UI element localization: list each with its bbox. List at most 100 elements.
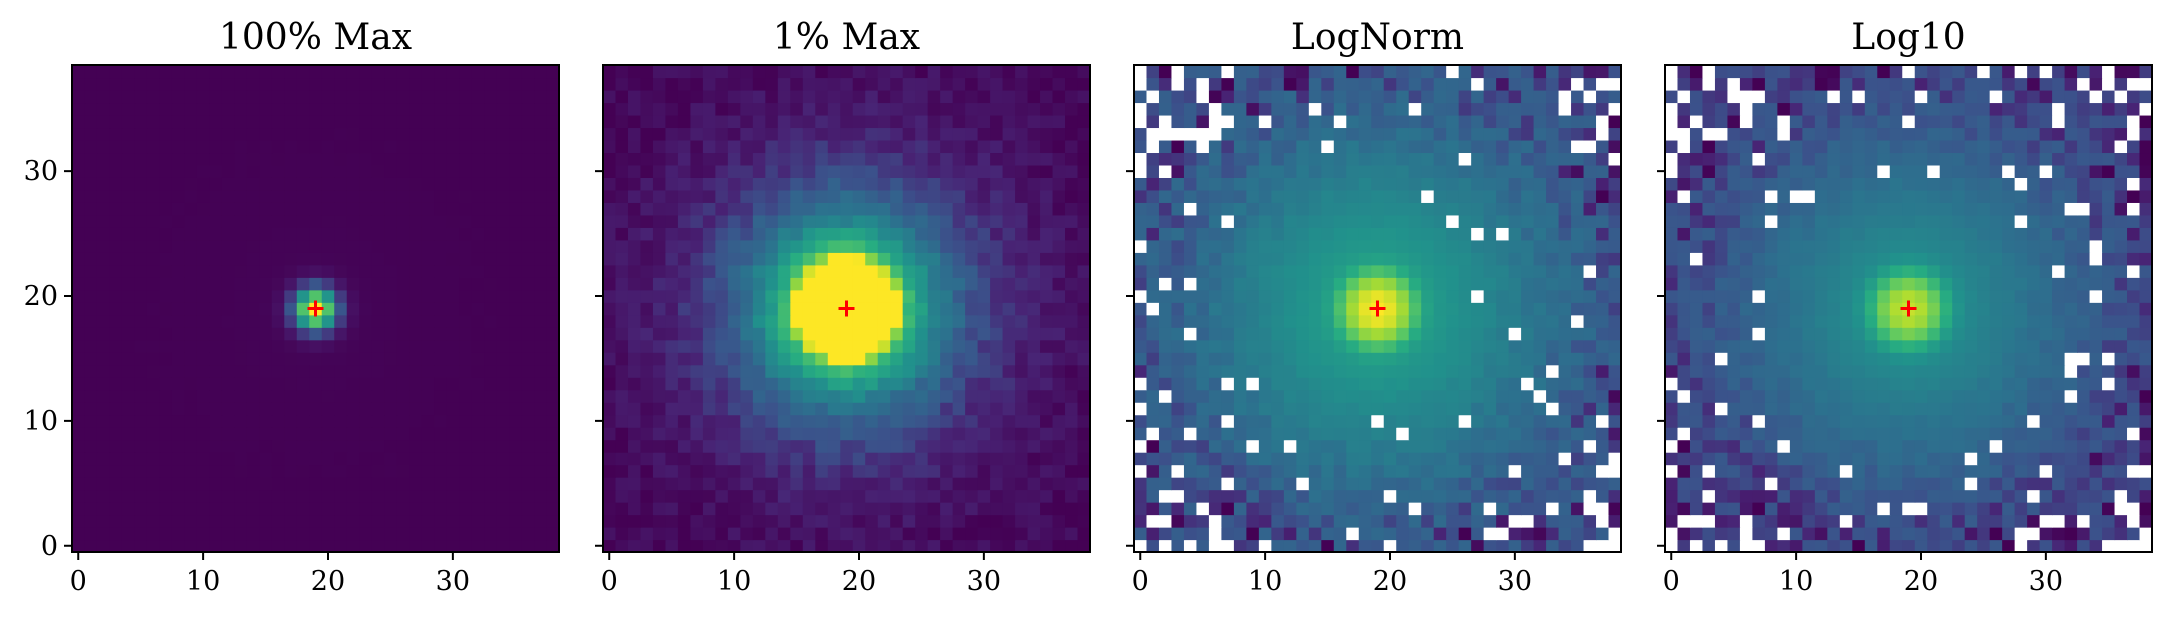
heatmap-cell bbox=[1483, 302, 1497, 316]
heatmap-cell bbox=[852, 139, 866, 154]
heatmap-cell bbox=[534, 314, 548, 328]
heatmap-cell bbox=[484, 102, 498, 116]
heatmap-cell bbox=[2014, 452, 2028, 466]
heatmap-cell bbox=[2127, 514, 2141, 528]
heatmap-cell bbox=[246, 189, 260, 203]
heatmap-cell bbox=[434, 289, 448, 303]
heatmap-cell bbox=[259, 439, 273, 453]
heatmap-cell bbox=[1371, 527, 1385, 541]
heatmap-cell bbox=[827, 102, 841, 116]
heatmap-cell bbox=[396, 489, 410, 503]
heatmap-cell bbox=[1877, 502, 1891, 516]
heatmap-cell bbox=[840, 539, 854, 553]
heatmap-cell bbox=[765, 339, 779, 353]
heatmap-cell bbox=[84, 452, 98, 466]
heatmap-cell bbox=[546, 327, 560, 341]
heatmap-cell bbox=[346, 377, 360, 391]
heatmap-cell bbox=[509, 464, 523, 478]
heatmap-cell bbox=[1802, 539, 1816, 553]
heatmap-cell bbox=[1446, 114, 1460, 129]
heatmap-cell bbox=[740, 277, 754, 291]
heatmap-cell bbox=[1483, 77, 1497, 91]
heatmap-cell bbox=[1977, 464, 1991, 478]
heatmap-cell bbox=[765, 314, 779, 328]
heatmap-cell bbox=[1283, 514, 1297, 528]
heatmap-cell bbox=[121, 152, 136, 166]
heatmap-cell bbox=[484, 327, 498, 341]
heatmap-cell bbox=[1739, 439, 1754, 453]
heatmap-cell bbox=[159, 489, 173, 503]
heatmap-cell bbox=[977, 177, 991, 191]
heatmap-cell bbox=[409, 289, 423, 303]
heatmap-cell bbox=[334, 464, 348, 478]
heatmap-cell bbox=[121, 127, 136, 141]
heatmap-cell bbox=[409, 65, 423, 79]
heatmap-cell bbox=[977, 102, 991, 116]
heatmap-cell bbox=[902, 77, 916, 91]
heatmap-cell bbox=[1308, 327, 1322, 341]
heatmap-cell bbox=[1521, 377, 1535, 391]
heatmap-cell bbox=[534, 489, 548, 503]
heatmap-cell bbox=[1183, 177, 1198, 191]
heatmap-cell bbox=[1433, 427, 1447, 441]
heatmap-cell bbox=[665, 502, 679, 516]
heatmap-cell bbox=[1002, 427, 1016, 441]
heatmap-cell bbox=[1989, 514, 2003, 528]
heatmap-cell bbox=[109, 302, 123, 316]
heatmap-cell bbox=[396, 427, 410, 441]
heatmap-cell bbox=[1358, 539, 1372, 553]
heatmap-cell bbox=[221, 427, 235, 441]
heatmap-cell bbox=[521, 214, 535, 228]
heatmap-cell bbox=[865, 439, 879, 453]
heatmap-cell bbox=[496, 114, 510, 129]
heatmap-cell bbox=[1233, 264, 1247, 278]
heatmap-cell bbox=[1521, 89, 1535, 104]
heatmap-cell bbox=[890, 202, 904, 216]
heatmap-cell bbox=[640, 314, 654, 328]
heatmap-cell bbox=[146, 339, 161, 353]
heatmap-cell bbox=[1583, 302, 1597, 316]
heatmap-cell bbox=[371, 402, 385, 416]
heatmap-cell bbox=[1927, 427, 1941, 441]
heatmap-cell bbox=[421, 514, 435, 528]
heatmap-cell bbox=[1533, 489, 1547, 503]
heatmap-cell bbox=[1333, 65, 1347, 79]
heatmap-cell bbox=[96, 389, 111, 403]
heatmap-cell bbox=[977, 452, 991, 466]
heatmap-cell bbox=[1508, 364, 1522, 378]
heatmap-cell bbox=[1727, 489, 1741, 503]
heatmap-cell bbox=[1471, 127, 1485, 141]
heatmap-cell bbox=[184, 89, 198, 104]
heatmap-cell bbox=[1546, 502, 1560, 516]
heatmap-cell bbox=[1321, 427, 1335, 441]
heatmap-cell bbox=[509, 214, 523, 228]
heatmap-cell bbox=[84, 414, 98, 428]
heatmap-cell bbox=[371, 389, 385, 403]
heatmap-cell bbox=[1471, 264, 1485, 278]
heatmap-cell bbox=[902, 427, 916, 441]
heatmap-cell bbox=[1233, 452, 1247, 466]
heatmap-cell bbox=[484, 352, 498, 366]
heatmap-cell bbox=[1077, 177, 1091, 191]
heatmap-cell bbox=[1496, 264, 1510, 278]
heatmap-cell bbox=[665, 65, 679, 79]
heatmap-cell bbox=[1508, 202, 1522, 216]
heatmap-cell bbox=[1583, 65, 1597, 79]
heatmap-cell bbox=[184, 352, 198, 366]
heatmap-cell bbox=[1446, 214, 1460, 228]
heatmap-cell bbox=[159, 89, 173, 104]
heatmap-cell bbox=[2114, 514, 2128, 528]
heatmap-cell bbox=[1521, 314, 1535, 328]
heatmap-cell bbox=[446, 464, 460, 478]
heatmap-cell bbox=[1508, 314, 1522, 328]
heatmap-cell bbox=[184, 477, 198, 491]
heatmap-cell bbox=[471, 452, 485, 466]
heatmap-cell bbox=[1608, 214, 1622, 228]
heatmap-cell bbox=[496, 364, 510, 378]
heatmap-cell bbox=[321, 314, 335, 328]
heatmap-cell bbox=[259, 364, 273, 378]
heatmap-cell bbox=[1296, 452, 1310, 466]
heatmap-cell bbox=[1258, 102, 1272, 116]
heatmap-cell bbox=[1271, 177, 1285, 191]
heatmap-cell bbox=[1521, 214, 1535, 228]
